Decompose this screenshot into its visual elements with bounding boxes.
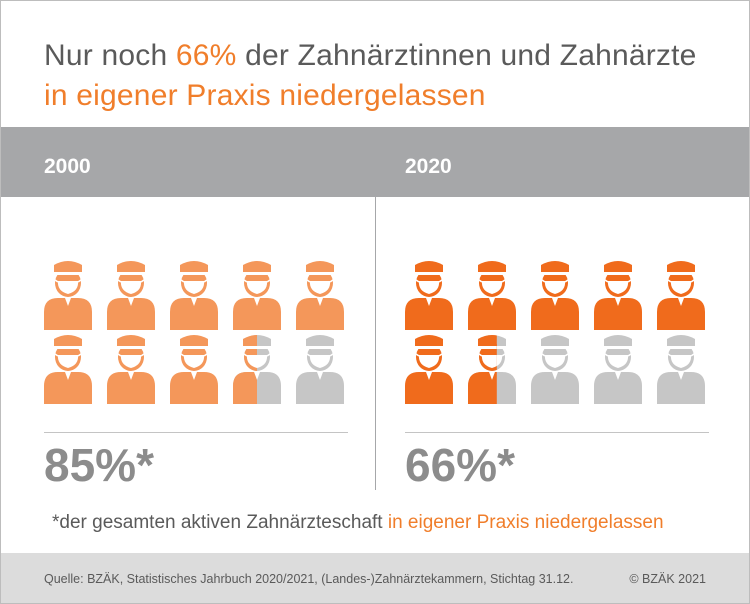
percent-label-2000: 85%*	[44, 438, 154, 492]
icon-cap-band	[666, 272, 696, 275]
dentist-icon-filled	[468, 261, 516, 330]
dentist-icon-filled	[107, 335, 155, 404]
icon-body	[657, 372, 705, 404]
icon-cap-band	[116, 346, 146, 349]
icon-body	[405, 372, 453, 404]
icon-cap-band	[666, 346, 696, 349]
footnote-prefix: *der gesamten aktiven Zahnärzteschaft	[52, 512, 388, 533]
dentist-icon-filled	[170, 261, 218, 330]
icon-body	[44, 298, 92, 330]
icon-body	[531, 372, 579, 404]
icon-body	[44, 372, 92, 404]
icon-cap-band	[116, 272, 146, 275]
dentist-icon-filled	[594, 261, 642, 330]
icon-cap-band	[179, 272, 209, 275]
icon-cap-band	[242, 272, 272, 275]
icon-body	[296, 372, 344, 404]
icon-body	[170, 298, 218, 330]
icon-body	[468, 298, 516, 330]
dentist-icon-filled	[107, 261, 155, 330]
dentist-icon-partial	[233, 335, 281, 404]
icon-cap-band	[540, 346, 570, 349]
pictogram-panel-2000	[44, 261, 344, 404]
icon-body	[107, 372, 155, 404]
copyright-text: © BZÄK 2021	[629, 572, 706, 586]
dentist-icon-filled	[405, 335, 453, 404]
rule-2000	[44, 432, 348, 433]
icon-body	[296, 298, 344, 330]
dentist-icon-filled	[296, 261, 344, 330]
dentist-icon-empty	[296, 335, 344, 404]
dentist-icon-filled	[44, 261, 92, 330]
dentist-icon-filled	[170, 335, 218, 404]
icon-body	[594, 298, 642, 330]
icon-cap-band	[53, 346, 83, 349]
icon-body	[233, 298, 281, 330]
icon-cap-band	[414, 272, 444, 275]
icon-cap-band	[305, 346, 335, 349]
icon-cap-band	[603, 272, 633, 275]
icon-cap-band	[53, 272, 83, 275]
footnote-accent: in eigener Praxis niedergelassen	[388, 512, 664, 533]
icon-cap-band	[477, 272, 507, 275]
dentist-icon-empty	[657, 335, 705, 404]
icon-cap-band	[540, 272, 570, 275]
rule-2020	[405, 432, 709, 433]
dentist-icon-empty	[531, 335, 579, 404]
icon-cap-band	[305, 272, 335, 275]
icon-body	[531, 298, 579, 330]
icon-cap-band	[603, 346, 633, 349]
dentist-icon-partial	[468, 335, 516, 404]
dentist-icon-filled	[233, 261, 281, 330]
icon-cap-band	[179, 346, 209, 349]
icon-body	[594, 372, 642, 404]
percent-label-2020: 66%*	[405, 438, 515, 492]
icon-cap-band	[414, 346, 444, 349]
dentist-icon-filled	[657, 261, 705, 330]
dentist-icon-filled	[531, 261, 579, 330]
icon-body	[107, 298, 155, 330]
icon-body	[657, 298, 705, 330]
dentist-icon-empty	[594, 335, 642, 404]
icon-body	[405, 298, 453, 330]
dentist-icon-filled	[44, 335, 92, 404]
icon-body	[170, 372, 218, 404]
source-text: Quelle: BZÄK, Statistisches Jahrbuch 202…	[44, 572, 573, 586]
dentist-icon-filled	[405, 261, 453, 330]
pictogram-panel-2020	[405, 261, 705, 404]
footnote: *der gesamten aktiven Zahnärzteschaft in…	[52, 512, 664, 534]
